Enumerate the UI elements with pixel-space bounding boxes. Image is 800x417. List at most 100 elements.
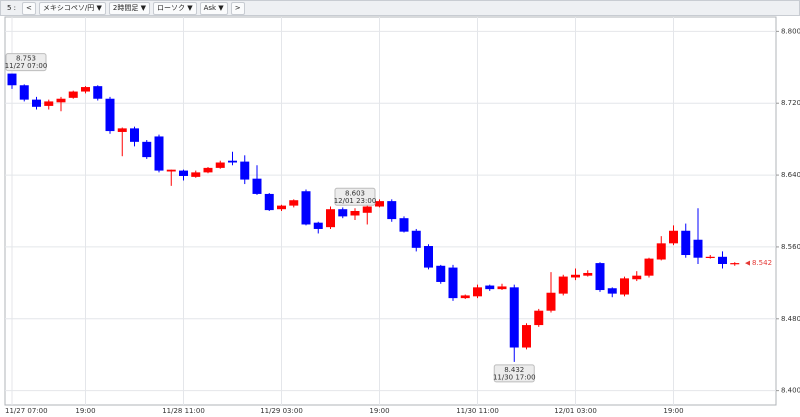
candle-body bbox=[387, 201, 397, 220]
toolbar-label: > bbox=[234, 3, 241, 12]
candle-body bbox=[509, 287, 519, 348]
candle-body bbox=[362, 206, 372, 213]
x-tick-label: 11/29 03:00 bbox=[260, 407, 303, 415]
candle-body bbox=[460, 295, 470, 299]
toolbar-item[interactable]: 5 : bbox=[4, 3, 19, 14]
annotation-time: 12/01 23:00 bbox=[334, 197, 377, 205]
last-price-label: 8.542 bbox=[752, 259, 772, 267]
candle-body bbox=[154, 136, 164, 171]
annotation-price: 8.753 bbox=[16, 55, 36, 63]
last-price-marker bbox=[745, 260, 750, 266]
dropdown-arrow: ▼ bbox=[216, 3, 224, 12]
candle-body bbox=[497, 286, 507, 290]
candle-body bbox=[32, 99, 41, 107]
x-tick-label: 19:00 bbox=[663, 407, 683, 415]
candle-body bbox=[350, 211, 360, 216]
candle-body bbox=[56, 98, 66, 103]
toolbar-label: Ask bbox=[203, 3, 217, 12]
candle-body bbox=[632, 275, 642, 280]
y-tick-label: 8.400 bbox=[781, 387, 800, 395]
toolbar-label: < bbox=[26, 3, 32, 12]
candle-body bbox=[558, 276, 568, 294]
candle-body bbox=[117, 128, 127, 132]
annotation-price: 8.432 bbox=[504, 366, 524, 374]
candle-body bbox=[301, 191, 311, 225]
toolbar-label: 5 : bbox=[7, 3, 17, 12]
candle-body bbox=[411, 230, 421, 248]
candle-body bbox=[473, 287, 482, 297]
x-tick-label: 12/01 03:00 bbox=[554, 407, 597, 415]
candle-body bbox=[7, 73, 17, 86]
candle-body bbox=[399, 218, 409, 232]
x-tick-label: 19:00 bbox=[75, 407, 95, 415]
dropdown-arrow: ▼ bbox=[94, 3, 102, 12]
x-tick-label: 11/28 11:00 bbox=[162, 407, 205, 415]
candle-body bbox=[730, 263, 740, 265]
toolbar-item[interactable]: ローソク ▼ bbox=[152, 1, 197, 15]
annotation-time: 11/30 17:00 bbox=[493, 373, 536, 381]
candle-body bbox=[656, 243, 666, 260]
x-tick-label: 11/27 07:00 bbox=[5, 407, 48, 415]
candle-body bbox=[644, 258, 654, 276]
candle-body bbox=[607, 288, 617, 294]
candle-body bbox=[93, 86, 103, 99]
candle-body bbox=[44, 101, 54, 106]
toolbar-item[interactable]: < bbox=[22, 1, 36, 15]
candle-body bbox=[313, 222, 323, 229]
candle-body bbox=[571, 274, 580, 278]
candle-body bbox=[68, 91, 78, 98]
annotation-box bbox=[334, 187, 376, 206]
candle-body bbox=[289, 200, 299, 206]
candle-body bbox=[448, 267, 458, 299]
toolbar-label: 2時間足 bbox=[112, 3, 139, 12]
candle-body bbox=[693, 239, 703, 258]
toolbar-label: ローソク bbox=[156, 3, 185, 12]
toolbar-item[interactable]: > bbox=[230, 1, 245, 15]
x-tick-label: 11/30 11:00 bbox=[456, 407, 499, 415]
candle-body bbox=[705, 256, 715, 259]
toolbar-label: メキシコペソ/円 bbox=[42, 3, 95, 12]
toolbar-item[interactable]: Ask ▼ bbox=[199, 1, 228, 15]
candle-body bbox=[81, 87, 90, 92]
candle-body bbox=[215, 162, 225, 168]
y-tick-label: 8.800 bbox=[781, 27, 800, 35]
annotation-price: 8.603 bbox=[345, 189, 365, 197]
candle-body bbox=[179, 170, 188, 176]
candle-body bbox=[522, 325, 531, 348]
toolbar-item[interactable]: メキシコペソ/円 ▼ bbox=[38, 1, 106, 15]
candle-body bbox=[326, 209, 335, 228]
candle-body bbox=[19, 85, 29, 100]
annotation-box bbox=[493, 364, 535, 383]
candle-body bbox=[240, 161, 250, 180]
toolbar: 5 : < メキシコペソ/円 ▼ 2時間足 ▼ ローソク ▼ Ask ▼ > bbox=[0, 0, 800, 16]
candle-body bbox=[620, 278, 629, 295]
dropdown-arrow: ▼ bbox=[138, 3, 146, 12]
candle-body bbox=[485, 285, 495, 290]
candle-body bbox=[166, 169, 176, 172]
candle-body bbox=[718, 256, 727, 264]
candle-body bbox=[375, 201, 384, 207]
candle-body bbox=[264, 193, 274, 211]
annotation-time: 11/27 07:00 bbox=[5, 62, 48, 70]
candle-body bbox=[105, 98, 115, 132]
y-tick-label: 8.560 bbox=[781, 243, 800, 251]
x-tick-label: 19:00 bbox=[369, 407, 389, 415]
candle-body bbox=[669, 230, 678, 244]
y-tick-label: 8.640 bbox=[781, 171, 800, 179]
candle-body bbox=[546, 292, 556, 311]
candle-body bbox=[595, 263, 605, 291]
y-tick-label: 8.720 bbox=[781, 99, 800, 107]
toolbar-item[interactable]: 2時間足 ▼ bbox=[108, 1, 150, 15]
y-tick-label: 8.480 bbox=[781, 315, 800, 323]
candle-body bbox=[681, 230, 691, 256]
candle-body bbox=[142, 141, 152, 158]
dropdown-arrow: ▼ bbox=[184, 3, 193, 12]
annotation-box bbox=[5, 53, 47, 72]
candle-body bbox=[203, 167, 213, 173]
candle-body bbox=[338, 209, 348, 217]
